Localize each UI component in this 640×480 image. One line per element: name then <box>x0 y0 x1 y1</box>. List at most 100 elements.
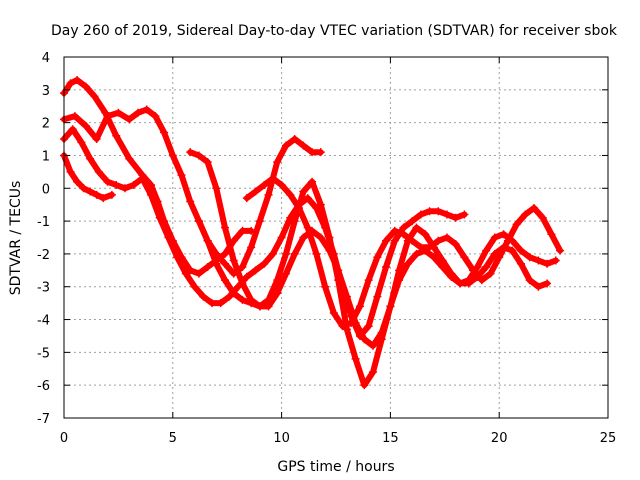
data-point <box>543 279 552 288</box>
data-point <box>442 233 451 242</box>
data-point <box>538 213 547 222</box>
x-axis-label: GPS time / hours <box>277 459 394 475</box>
data-point <box>173 253 182 262</box>
data-point <box>155 213 164 222</box>
data-point <box>273 276 282 285</box>
data-point <box>142 105 151 114</box>
data-point <box>490 233 499 242</box>
plot-frame <box>63 56 609 419</box>
y-axis-label: SDTVAR / TECUs <box>8 181 24 296</box>
data-point <box>90 92 99 101</box>
data-point <box>342 292 351 301</box>
x-tick-label: 0 <box>60 431 68 446</box>
data-point <box>112 180 121 189</box>
data-point <box>194 217 203 226</box>
series-track-e <box>187 149 551 349</box>
data-point <box>303 223 312 232</box>
data-point <box>360 335 369 344</box>
data-point <box>299 233 308 242</box>
data-point <box>66 79 75 88</box>
data-point <box>221 249 230 258</box>
data-point <box>81 121 90 130</box>
data-point <box>73 177 82 186</box>
data-point <box>290 135 299 144</box>
data-point <box>86 187 95 196</box>
data-point <box>221 223 230 232</box>
y-tick-label: 1 <box>42 149 50 164</box>
data-point <box>255 302 264 311</box>
y-tick-label: -5 <box>37 346 50 361</box>
data-point <box>247 299 256 308</box>
axes: 0 5 10 15 20 25 -7 -6 -5 -4 -3 -2 -1 0 1 2 3 4 <box>37 51 616 446</box>
data-point <box>92 135 101 144</box>
data-point <box>451 213 460 222</box>
data-point <box>92 190 101 199</box>
y-tick-label: -2 <box>37 248 50 263</box>
data-point <box>125 115 134 124</box>
x-tick-label: 25 <box>600 431 617 446</box>
data-point <box>221 259 230 268</box>
data-point <box>160 128 169 137</box>
data-point <box>434 236 443 245</box>
data-point <box>286 190 295 199</box>
data-point <box>234 282 243 291</box>
data-point <box>451 240 460 249</box>
data-point <box>534 282 543 291</box>
data-point <box>273 158 282 167</box>
data-point <box>203 236 212 245</box>
data-point <box>325 233 334 242</box>
data-point <box>229 256 238 265</box>
data-point <box>147 190 156 199</box>
data-point <box>308 177 317 186</box>
data-point <box>360 381 369 390</box>
data-point <box>125 154 134 163</box>
data-point <box>464 276 473 285</box>
data-point <box>281 249 290 258</box>
data-point <box>299 141 308 150</box>
data-point <box>416 243 425 252</box>
data-point <box>377 335 386 344</box>
data-point <box>495 253 504 262</box>
data-point <box>351 354 360 363</box>
data-point <box>425 243 434 252</box>
data-point <box>434 207 443 216</box>
data-point <box>151 112 160 121</box>
y-tick-label: 4 <box>42 51 50 66</box>
data-point <box>390 236 399 245</box>
data-point <box>508 246 517 255</box>
data-point <box>70 112 79 121</box>
data-point <box>251 266 260 275</box>
data-point <box>303 194 312 203</box>
data-point <box>221 276 230 285</box>
data-point <box>547 230 556 239</box>
data-point <box>251 187 260 196</box>
data-point <box>103 112 112 121</box>
data-point <box>447 269 456 278</box>
data-point <box>212 259 221 268</box>
data-point <box>238 263 247 272</box>
data-point <box>486 269 495 278</box>
data-point <box>395 266 404 275</box>
data-point <box>216 299 225 308</box>
data-point <box>382 263 391 272</box>
data-point <box>525 253 534 262</box>
data-point <box>277 233 286 242</box>
data-point <box>164 233 173 242</box>
chart-title: Day 260 of 2019, Sidereal Day-to-day VTE… <box>51 23 618 39</box>
data-point <box>364 322 373 331</box>
data-point <box>469 266 478 275</box>
data-point <box>177 171 186 180</box>
data-point <box>521 210 530 219</box>
data-point <box>534 256 543 265</box>
data-point <box>168 151 177 160</box>
data-point <box>68 125 77 134</box>
data-point <box>334 276 343 285</box>
data-point <box>194 151 203 160</box>
data-point <box>260 180 269 189</box>
data-point <box>242 194 251 203</box>
data-point <box>186 148 195 157</box>
x-tick-label: 15 <box>382 431 399 446</box>
data-point <box>425 207 434 216</box>
data-point <box>516 259 525 268</box>
